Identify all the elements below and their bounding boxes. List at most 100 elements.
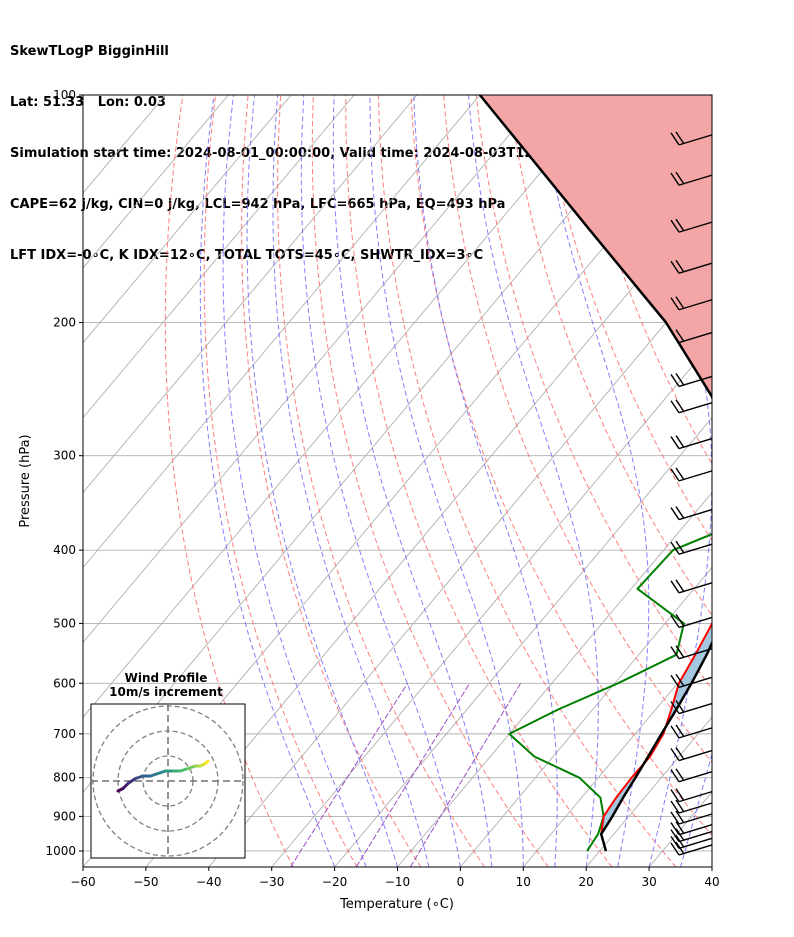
y-tick-label: 100 <box>53 88 76 102</box>
isotherm-gridline <box>83 95 229 269</box>
x-tick-label: −50 <box>133 875 158 889</box>
y-tick-label: 400 <box>53 543 76 557</box>
dry-adiabat <box>769 95 794 867</box>
hodograph-trace-segment <box>126 777 137 785</box>
isotherm-gridline <box>83 95 481 569</box>
x-tick-label: 40 <box>704 875 719 889</box>
dry-adiabat <box>311 95 549 867</box>
y-tick-label: 200 <box>53 316 76 330</box>
isotherm-gridline <box>460 566 712 867</box>
dry-adiabat <box>164 95 294 867</box>
hodograph-trace-segment <box>204 759 210 765</box>
x-tick-label: 0 <box>457 875 465 889</box>
isotherm-gridline <box>271 342 712 867</box>
x-tick-label: −10 <box>385 875 410 889</box>
header-line-location: Lat: 51.33 Lon: 0.03 <box>10 95 166 110</box>
wind-barb <box>670 467 713 482</box>
dry-adiabat <box>277 95 485 867</box>
wind-barb <box>670 329 713 344</box>
wind-barb <box>670 373 713 388</box>
mixing-ratio-line <box>409 683 522 867</box>
wind-barb <box>670 579 713 594</box>
moist-adiabat <box>711 865 712 867</box>
moist-adiabat <box>272 95 430 867</box>
wind-barb <box>670 810 713 825</box>
moist-adiabat <box>222 95 367 867</box>
isotherm-gridline <box>83 95 418 494</box>
y-tick-label: 700 <box>53 727 76 741</box>
y-tick-label: 600 <box>53 676 76 690</box>
cape-cin-fill <box>479 95 712 851</box>
wind-barb <box>670 614 713 629</box>
isotherm-gridline <box>522 641 712 867</box>
wind-barb <box>670 506 713 521</box>
x-tick-label: −60 <box>70 875 95 889</box>
x-tick-label: −20 <box>322 875 347 889</box>
dewpoint-line <box>508 533 712 852</box>
x-tick-label: −40 <box>196 875 221 889</box>
isotherm-gridline <box>334 417 712 867</box>
moist-adiabat <box>332 95 493 867</box>
isotherm-gridline <box>83 95 292 344</box>
isotherm-gridline <box>585 716 712 867</box>
y-tick-label: 500 <box>53 616 76 630</box>
moist-adiabat <box>413 95 558 867</box>
wind-barb <box>670 747 713 762</box>
header-line-indices-lifted: LFT IDX=-0∘C, K IDX=12∘C, TOTAL TOTS=45∘… <box>10 248 484 263</box>
cape-area <box>665 623 712 728</box>
isotherm-gridline <box>397 491 712 867</box>
y-tick-label: 800 <box>53 771 76 785</box>
wind-barb <box>670 399 713 414</box>
wind-barb <box>670 788 713 803</box>
isotherm-gridline <box>83 95 607 718</box>
x-tick-label: −30 <box>259 875 284 889</box>
temperature-line <box>600 621 712 852</box>
isotherm-gridline <box>711 866 712 867</box>
mixing-ratio-line <box>290 683 409 867</box>
dry-adiabat <box>703 95 712 122</box>
wind-barbs <box>670 131 713 856</box>
hodograph-title-line: 10m/s increment <box>109 685 223 699</box>
y-axis-label: Pressure (hPa) <box>18 434 33 527</box>
dry-adiabat <box>241 95 422 867</box>
header-line-station: SkewTLogP BigginHill <box>10 44 169 59</box>
dry-adiabat <box>540 95 712 542</box>
mixing-ratio-line <box>355 683 471 867</box>
moist-adiabat <box>538 95 650 867</box>
axes: −60 −50 −40 −30 −20 −10 0 10 20 30 40 1000 900 800 700… <box>45 88 719 889</box>
wind-barb <box>670 724 713 739</box>
x-tick-label: 20 <box>579 875 594 889</box>
dry-adiabat <box>410 95 712 837</box>
wind-barb <box>670 540 713 555</box>
wind-barb <box>670 673 713 688</box>
y-tick-label: 900 <box>53 809 76 823</box>
dry-adiabat <box>377 95 677 867</box>
x-axis-label: Temperature (∘C) <box>339 897 454 912</box>
wind-barb <box>670 821 713 836</box>
wind-barb <box>670 799 713 814</box>
wind-barb <box>670 700 713 715</box>
header-line-indices-cape: CAPE=62 j/kg, CIN=0 j/kg, LCL=942 hPa, L… <box>10 197 506 212</box>
wind-barb <box>670 296 713 311</box>
moist-adiabat <box>199 95 336 867</box>
x-tick-label: 10 <box>516 875 531 889</box>
wind-barb <box>670 435 713 450</box>
wind-barb <box>670 218 713 233</box>
moist-adiabat <box>300 95 461 867</box>
y-tick-label: 300 <box>53 449 76 463</box>
moist-adiabat <box>246 95 398 867</box>
wind-barb <box>670 131 713 146</box>
dry-adiabat <box>737 95 794 867</box>
cin-area <box>479 95 712 398</box>
y-tick-label: 1000 <box>45 844 76 858</box>
dry-adiabat <box>345 95 613 867</box>
hodograph-title-line: Wind Profile <box>125 671 208 685</box>
isotherm-gridline <box>83 95 544 644</box>
dry-adiabat <box>203 95 358 867</box>
wind-barb <box>670 768 713 783</box>
isotherm-gridline <box>83 95 355 419</box>
moist-adiabat <box>369 95 524 867</box>
wind-barb <box>670 171 713 186</box>
